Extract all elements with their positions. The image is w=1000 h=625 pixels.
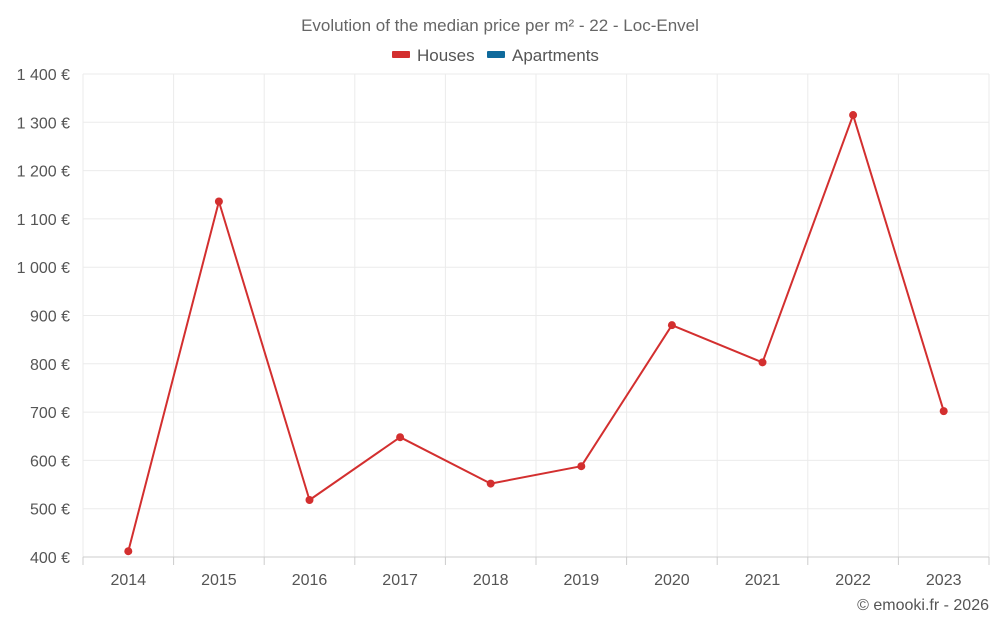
data-point-houses-2017[interactable] bbox=[396, 433, 405, 442]
y-tick-label: 400 € bbox=[30, 550, 70, 567]
legend-label-apartments: Apartments bbox=[512, 46, 599, 65]
data-point-houses-2020[interactable] bbox=[667, 321, 676, 330]
x-tick-label: 2017 bbox=[382, 572, 418, 589]
x-tick-label: 2018 bbox=[473, 572, 509, 589]
y-tick-label: 800 € bbox=[30, 357, 70, 374]
x-tick-label: 2022 bbox=[835, 572, 871, 589]
series-line-houses bbox=[127, 114, 945, 553]
y-axis: 400 € 500 € 600 € 700 € 800 € 900 € 1 000 € 1 1… bbox=[17, 67, 70, 567]
data-point-houses-2019[interactable] bbox=[577, 462, 586, 471]
legend: Houses Apartments bbox=[392, 46, 599, 65]
grid bbox=[82, 73, 990, 557]
data-point-houses-2016[interactable] bbox=[305, 496, 314, 505]
y-tick-label: 500 € bbox=[30, 502, 70, 519]
y-tick-label: 1 200 € bbox=[17, 164, 70, 181]
y-tick-label: 1 000 € bbox=[17, 260, 70, 277]
x-tick-label: 2016 bbox=[292, 572, 328, 589]
y-tick-label: 600 € bbox=[30, 453, 70, 470]
series-houses bbox=[124, 111, 948, 556]
legend-label-houses: Houses bbox=[417, 46, 475, 65]
data-point-houses-2021[interactable] bbox=[758, 358, 767, 367]
x-tick-label: 2023 bbox=[926, 572, 962, 589]
x-tick-label: 2021 bbox=[745, 572, 781, 589]
legend-item-apartments[interactable]: Apartments bbox=[487, 46, 599, 65]
data-point-houses-2018[interactable] bbox=[486, 479, 495, 488]
y-tick-label: 1 400 € bbox=[17, 67, 70, 84]
x-tick-label: 2019 bbox=[564, 572, 600, 589]
x-tick-label: 2014 bbox=[111, 572, 147, 589]
data-point-houses-2023[interactable] bbox=[939, 407, 948, 416]
legend-swatch-houses bbox=[392, 51, 410, 58]
data-point-houses-2015[interactable] bbox=[214, 197, 223, 206]
y-tick-label: 700 € bbox=[30, 405, 70, 422]
y-tick-label: 1 100 € bbox=[17, 212, 70, 229]
data-point-houses-2022[interactable] bbox=[849, 111, 858, 120]
x-tick-label: 2020 bbox=[654, 572, 690, 589]
y-tick-label: 900 € bbox=[30, 309, 70, 326]
legend-item-houses[interactable]: Houses bbox=[392, 46, 475, 65]
x-tick-label: 2015 bbox=[201, 572, 237, 589]
legend-swatch-apartments bbox=[487, 51, 505, 58]
chart-title: Evolution of the median price per m² - 2… bbox=[301, 16, 699, 35]
data-point-houses-2014[interactable] bbox=[124, 547, 133, 556]
y-tick-label: 1 300 € bbox=[17, 115, 70, 132]
x-axis: 2014 2015 2016 2017 2018 2019 2020 2021 2022 2023 bbox=[82, 556, 990, 589]
credit-text: © emooki.fr - 2026 bbox=[857, 597, 989, 614]
